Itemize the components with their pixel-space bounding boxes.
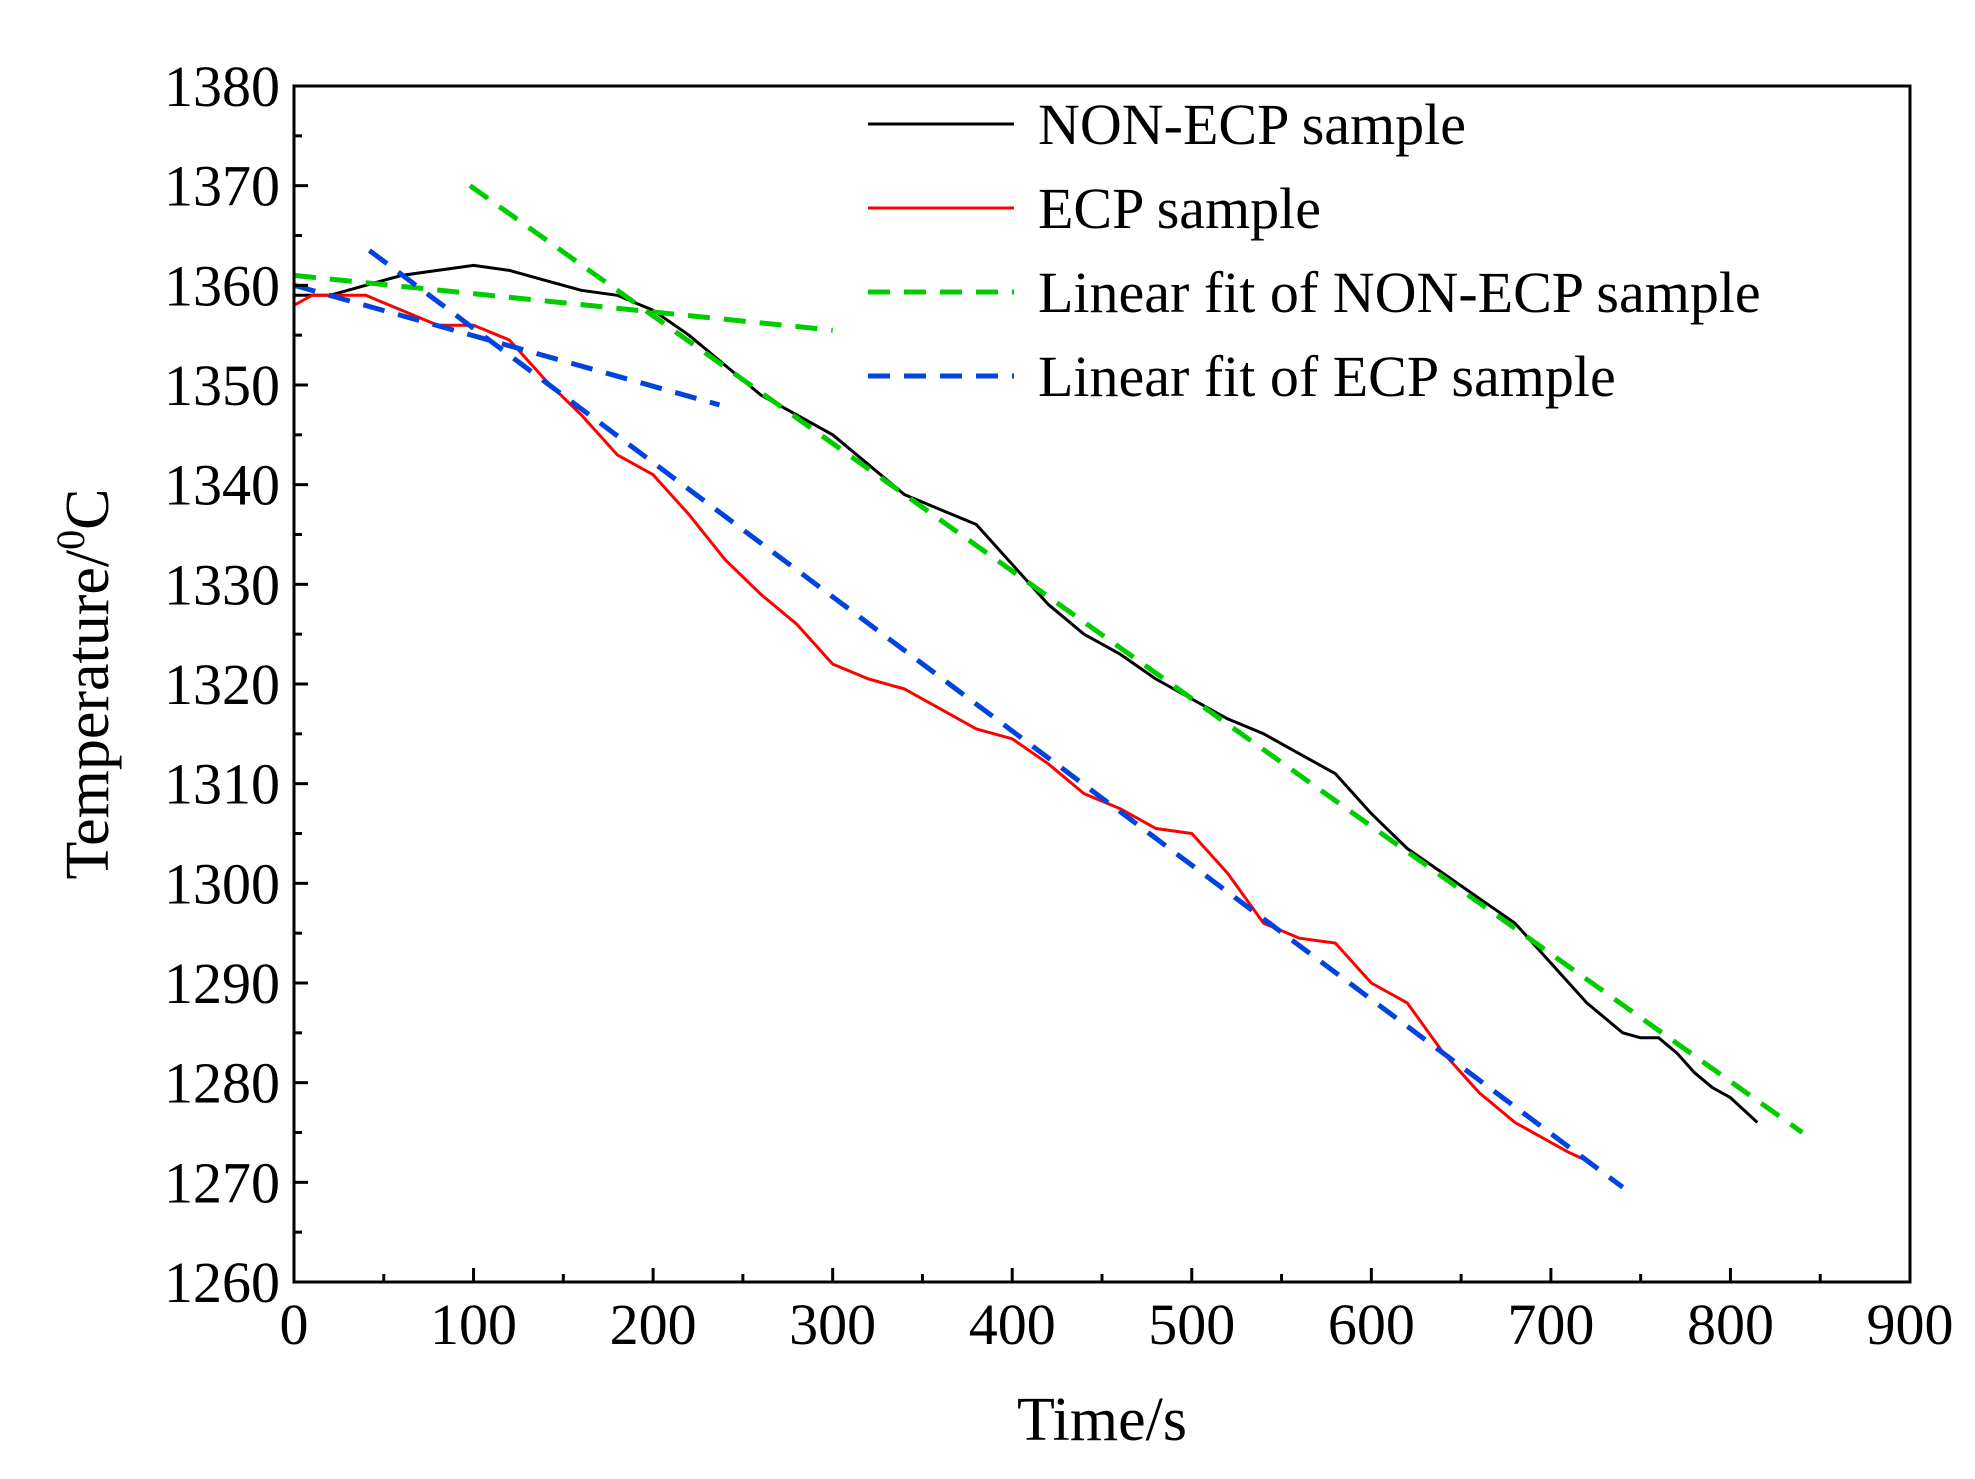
y-tick-label: 1280 [164,1051,280,1116]
x-tick-label: 200 [610,1292,697,1357]
y-axis-title-superscript: 0 [48,530,93,550]
x-axis: 0 100 200 300 400 500 600 700 800 900 [280,1268,1954,1357]
x-tick-label: 300 [789,1292,876,1357]
y-axis: 1260 1270 1280 1290 1300 1310 1320 1330 1340 1350… [164,54,308,1315]
y-tick-label: 1320 [164,652,280,717]
y-axis-title: Temperature/0C [48,489,122,880]
y-tick-label: 1370 [164,154,280,219]
linear-fit-of-non-ecp-sample-line-segment-2 [468,183,1804,1135]
legend-label: NON-ECP sample [1038,92,1466,157]
x-tick-label: 600 [1328,1292,1415,1357]
y-tick-label: 1380 [164,54,280,119]
linear-fit-of-non-ecp-sample-line-segment-1 [294,272,833,333]
y-tick-label: 1350 [164,353,280,418]
legend-label: Linear fit of ECP sample [1038,344,1616,409]
x-tick-label: 100 [430,1292,517,1357]
x-tick-label: 700 [1507,1292,1594,1357]
y-tick-label: 1290 [164,951,280,1016]
x-tick-label: 900 [1867,1292,1954,1357]
y-tick-label: 1270 [164,1150,280,1215]
legend-label: Linear fit of NON-ECP sample [1038,260,1761,325]
y-tick-label: 1360 [164,253,280,318]
y-tick-label: 1340 [164,453,280,518]
x-tick-label: 0 [280,1292,309,1357]
x-tick-label: 400 [969,1292,1056,1357]
y-tick-label: 1330 [164,552,280,617]
x-tick-label: 500 [1148,1292,1235,1357]
non-ecp-sample-line [294,263,1759,1124]
ecp-sample-line [294,293,1592,1164]
legend: NON-ECP sample ECP sample Linear fit of NO… [868,92,1761,409]
x-tick-label: 800 [1687,1292,1774,1357]
linear-fit-of-ecp-sample-line-segment-2 [367,248,1625,1190]
y-axis-title-main: Temperature/ [54,549,122,879]
x-axis-title: Time/s [1017,1386,1187,1454]
linear-fit-of-ecp-sample-line-segment-1 [294,282,721,408]
y-tick-label: 1260 [164,1250,280,1315]
y-axis-title-unit: C [54,489,122,530]
y-tick-label: 1300 [164,851,280,916]
y-tick-label: 1310 [164,752,280,817]
series-layer [294,183,1804,1190]
legend-label: ECP sample [1038,176,1321,241]
